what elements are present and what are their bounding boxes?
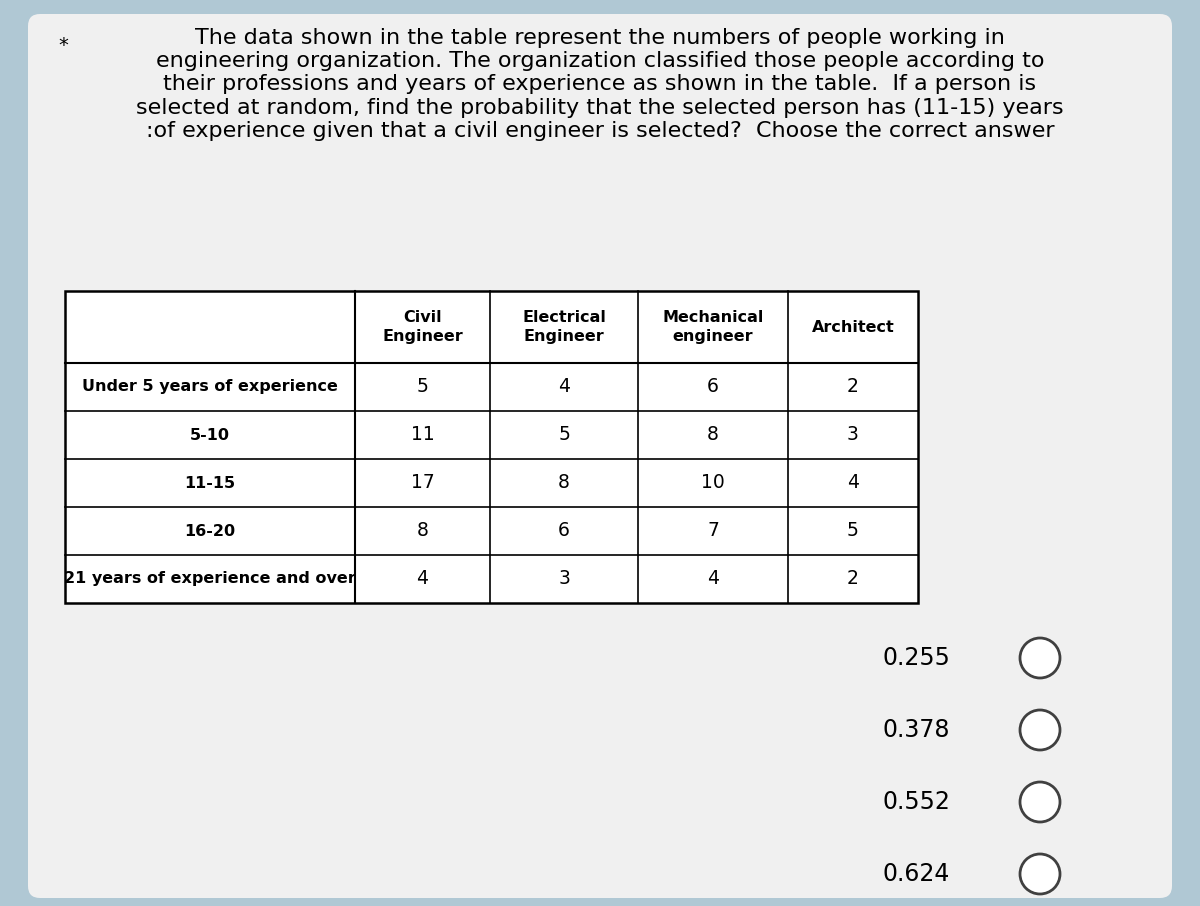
- Circle shape: [1020, 782, 1060, 822]
- Circle shape: [1020, 638, 1060, 678]
- Text: 7: 7: [707, 522, 719, 541]
- Text: 0.624: 0.624: [883, 862, 950, 886]
- Text: 3: 3: [558, 570, 570, 589]
- Text: 8: 8: [558, 474, 570, 493]
- Text: 17: 17: [410, 474, 434, 493]
- Text: 4: 4: [707, 570, 719, 589]
- Text: 4: 4: [416, 570, 428, 589]
- Text: Under 5 years of experience: Under 5 years of experience: [82, 380, 338, 394]
- Text: 8: 8: [707, 426, 719, 445]
- Text: 3: 3: [847, 426, 859, 445]
- Text: Mechanical
engineer: Mechanical engineer: [662, 310, 763, 343]
- FancyBboxPatch shape: [28, 14, 1172, 898]
- Text: 4: 4: [847, 474, 859, 493]
- Text: 5: 5: [416, 378, 428, 397]
- Text: The data shown in the table represent the numbers of people working in
engineeri: The data shown in the table represent th…: [136, 28, 1064, 140]
- Circle shape: [1020, 710, 1060, 750]
- Text: 5-10: 5-10: [190, 428, 230, 442]
- Bar: [65, 291, 918, 603]
- Text: 2: 2: [847, 378, 859, 397]
- Text: *: *: [58, 36, 68, 55]
- Text: Civil
Engineer: Civil Engineer: [382, 310, 463, 343]
- Text: 0.378: 0.378: [882, 718, 950, 742]
- Text: 21 years of experience and over: 21 years of experience and over: [64, 572, 356, 586]
- Text: 5: 5: [558, 426, 570, 445]
- Text: 0.552: 0.552: [882, 790, 950, 814]
- Text: 6: 6: [707, 378, 719, 397]
- Text: Architect: Architect: [811, 320, 894, 334]
- Text: 0.255: 0.255: [882, 646, 950, 670]
- Text: 5: 5: [847, 522, 859, 541]
- Text: 8: 8: [416, 522, 428, 541]
- Circle shape: [1020, 854, 1060, 894]
- Text: 11: 11: [410, 426, 434, 445]
- Text: 11-15: 11-15: [185, 476, 235, 490]
- Text: 16-20: 16-20: [185, 524, 235, 538]
- Text: 10: 10: [701, 474, 725, 493]
- Text: 6: 6: [558, 522, 570, 541]
- Text: 2: 2: [847, 570, 859, 589]
- Text: 4: 4: [558, 378, 570, 397]
- Text: Electrical
Engineer: Electrical Engineer: [522, 310, 606, 343]
